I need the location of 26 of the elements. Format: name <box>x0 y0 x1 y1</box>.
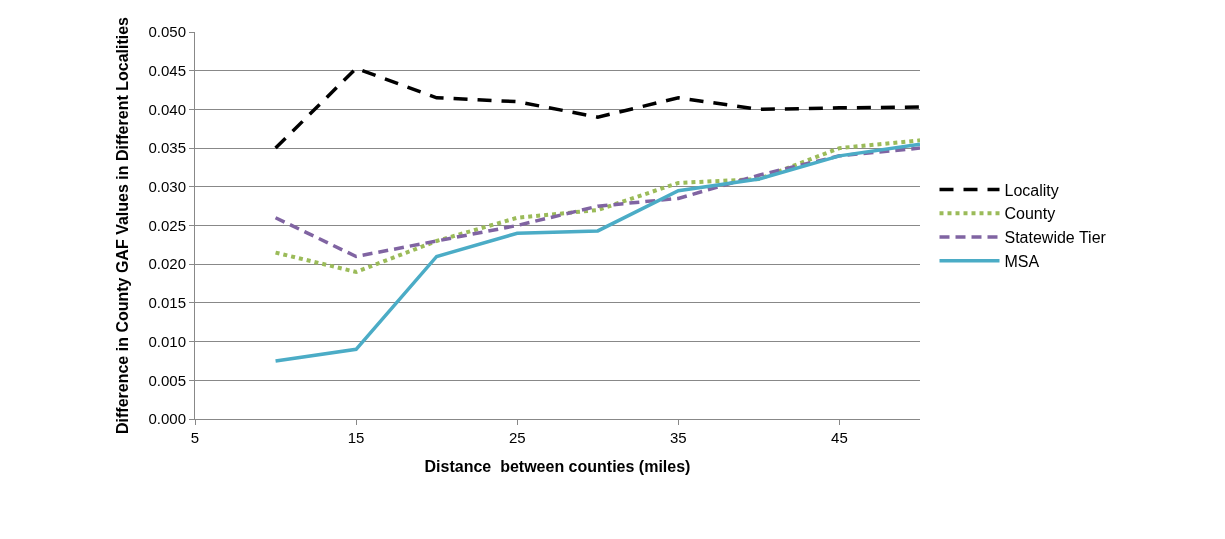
y-tick-label: 0.005 <box>148 371 186 389</box>
legend-label: Statewide Tier <box>1004 229 1107 247</box>
y-axis-title: Difference in County GAF Values in Different Localities <box>114 16 132 434</box>
y-tick-label: 0.000 <box>148 410 186 428</box>
y-tick-label: 0.050 <box>148 23 186 41</box>
line-series <box>273 142 920 363</box>
line-series <box>273 66 920 150</box>
x-tick-label: 5 <box>190 429 200 446</box>
y-tick-label: 0.015 <box>148 294 186 312</box>
legend-label: MSA <box>1004 253 1040 271</box>
y-tick-label: 0.045 <box>148 61 186 79</box>
y-tick-label: 0.020 <box>148 255 186 273</box>
line-series <box>273 138 920 274</box>
y-tick-label: 0.030 <box>148 178 186 196</box>
x-tick-label: 45 <box>831 429 848 446</box>
y-tick-label: 0.035 <box>148 139 186 157</box>
legend-label: Locality <box>1004 181 1059 199</box>
y-tick-label: 0.040 <box>148 100 186 118</box>
x-tick-label: 15 <box>347 429 365 446</box>
legend-label: County <box>1004 205 1056 223</box>
line-series <box>273 146 920 259</box>
x-tick-label: 35 <box>669 429 687 446</box>
y-tick-label: 0.025 <box>148 216 186 234</box>
y-tick-label: 0.010 <box>148 332 186 350</box>
x-axis-title: Distance between counties (miles) <box>424 457 691 475</box>
x-tick-label: 25 <box>508 429 526 446</box>
